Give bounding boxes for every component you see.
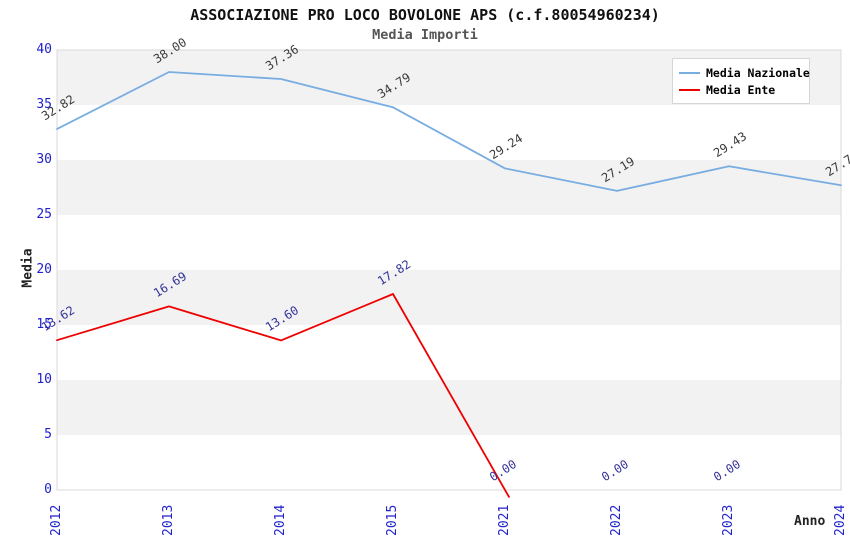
x-tick-label: 2014 [273,504,288,536]
x-axis-title: Anno [794,514,826,529]
chart-title: ASSOCIAZIONE PRO LOCO BOVOLONE APS (c.f.… [190,6,660,24]
chart-subtitle: Media Importi [372,27,478,43]
x-tick-label: 2022 [609,504,624,536]
legend-item-media-nazionale: Media Nazionale [679,64,810,81]
x-tick-label: 2013 [161,504,176,536]
series-line-0 [56,71,842,192]
series-line-1 [56,293,510,498]
y-tick-label: 5 [44,427,52,442]
grid-band [57,160,841,215]
y-tick-label: 25 [36,207,52,222]
y-tick-label: 35 [36,97,52,112]
media-ente-line-swatch-icon [679,88,700,91]
legend-item-media-ente: Media Ente [679,81,806,98]
legend: Media Nazionale Media Ente [672,58,810,104]
legend-label: Media Nazionale [706,65,810,80]
y-tick-label: 30 [36,152,52,167]
media-nazionale-line-swatch-icon [679,71,700,74]
x-tick-label: 2023 [721,504,736,536]
x-tick-label: 2024 [833,504,848,536]
x-tick-label: 2012 [49,504,64,536]
y-tick-label: 20 [36,262,52,277]
y-axis-title: Media [20,248,36,288]
grid-band [57,270,841,325]
plot-frame [56,49,842,491]
x-tick-label: 2021 [497,504,512,536]
y-tick-label: 40 [36,42,52,57]
legend-label: Media Ente [706,82,776,97]
y-tick-label: 0 [44,482,52,497]
grid-band [57,380,841,435]
x-tick-label: 2015 [385,504,400,536]
y-tick-label: 10 [36,372,52,387]
y-tick-label: 15 [36,317,52,332]
